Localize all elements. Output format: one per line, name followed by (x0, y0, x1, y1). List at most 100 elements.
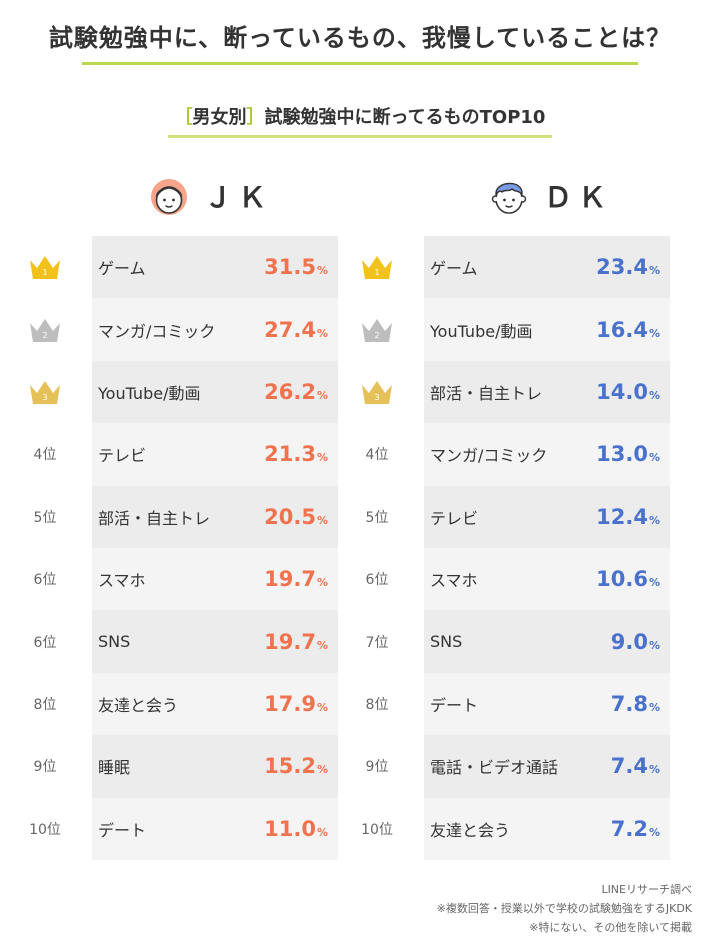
value-number: 13.0 (596, 442, 648, 467)
category-label: マンガ/コミック (430, 446, 548, 466)
value-number: 11.0 (264, 816, 316, 841)
value-label: 16.4% (596, 298, 660, 360)
value-label: 15.2% (264, 735, 328, 797)
value-unit: % (648, 264, 660, 278)
value-unit: % (648, 326, 660, 340)
ranking-row: 10位 デート 11.0% (0, 797, 340, 860)
footnotes: LINEリサーチ調べ ※複数回答・授業以外で学校の試験勉強をするJKDK ※特に… (437, 880, 692, 937)
row-background (92, 360, 338, 424)
rank-label: 9位 (365, 759, 389, 776)
row-background (424, 548, 670, 611)
rank-cell: 5位 (332, 486, 422, 548)
value-unit: % (648, 763, 660, 777)
rank-cell: 9位 (0, 735, 90, 797)
category-label: SNS (98, 632, 131, 652)
rank-label: 6位 (33, 572, 57, 589)
rank-cell: 7位 (332, 610, 422, 672)
ranking-row: 4位 マンガ/コミック 13.0% (332, 423, 672, 486)
rank-label: 8位 (33, 696, 57, 713)
ranking-row: 2 マンガ/コミック 27.4% (0, 298, 340, 361)
subtitle-underline (168, 135, 552, 138)
value-label: 10.6% (596, 548, 660, 610)
category-label: 睡眠 (98, 758, 131, 778)
jk-header: ＪＫ (148, 175, 272, 217)
value-label: 9.0% (611, 610, 660, 672)
rank-label: 9位 (33, 759, 57, 776)
svg-text:1: 1 (374, 268, 379, 277)
ranking-row: 5位 部活・自主トレ 20.5% (0, 485, 340, 548)
ranking-row: 3 YouTube/動画 26.2% (0, 360, 340, 424)
ranking-row: 5位 テレビ 12.4% (332, 485, 672, 548)
crown-icon: 1 (332, 236, 422, 298)
girl-face-icon (151, 179, 187, 215)
value-unit: % (648, 513, 660, 527)
category-label: ゲーム (98, 259, 146, 279)
ranking-row: 9位 睡眠 15.2% (0, 735, 340, 798)
value-unit: % (316, 825, 328, 839)
row-background (424, 236, 670, 299)
category-label: 部活・自主トレ (98, 508, 211, 528)
value-number: 19.7 (264, 629, 316, 654)
rank-cell: 8位 (332, 673, 422, 735)
rank-label: 5位 (33, 509, 57, 526)
category-label: マンガ/コミック (98, 321, 216, 341)
row-background (92, 672, 338, 736)
value-number: 7.2 (610, 816, 648, 841)
ranking-row: 8位 デート 7.8% (332, 672, 672, 736)
row-background (424, 360, 670, 424)
crown-icon: 1 (0, 236, 90, 298)
row-background (92, 610, 338, 673)
category-label: ゲーム (430, 259, 478, 279)
rank-cell: 9位 (332, 735, 422, 797)
row-background (424, 485, 670, 548)
rank-cell: 6位 (0, 610, 90, 672)
value-label: 14.0% (596, 361, 660, 423)
ranking-row: 6位 スマホ 19.7% (0, 548, 340, 611)
row-background (92, 423, 338, 486)
rank-label: 6位 (365, 572, 389, 589)
footnote-respondents: ※複数回答・授業以外で学校の試験勉強をするJKDK (436, 902, 692, 915)
rank-label: 4位 (33, 447, 57, 464)
value-unit: % (648, 388, 660, 402)
jk-title: ＪＫ (204, 181, 273, 214)
value-number: 20.5 (264, 504, 316, 529)
value-number: 26.2 (264, 379, 316, 404)
svg-text:1: 1 (42, 268, 47, 277)
subtitle-bracket-open: ［ (174, 107, 193, 128)
value-unit: % (316, 326, 328, 340)
svg-text:2: 2 (374, 331, 379, 340)
row-background (92, 485, 338, 548)
value-number: 15.2 (264, 754, 316, 779)
value-number: 7.8 (610, 691, 648, 716)
value-unit: % (316, 700, 328, 714)
value-number: 16.4 (596, 317, 648, 342)
category-label: YouTube/動画 (430, 321, 533, 341)
dk-header: ＤＫ (488, 175, 612, 217)
ranking-row: 1 ゲーム 31.5% (0, 236, 340, 299)
value-label: 26.2% (264, 361, 328, 423)
value-label: 19.7% (264, 548, 328, 610)
row-background (424, 672, 670, 736)
subtitle-bracket-close: ］ (246, 107, 265, 128)
row-background (424, 797, 670, 860)
value-number: 14.0 (596, 379, 648, 404)
value-label: 19.7% (264, 610, 328, 672)
rank-label: 4位 (365, 447, 389, 464)
value-number: 12.4 (596, 504, 648, 529)
ranking-row: 6位 スマホ 10.6% (332, 548, 672, 611)
ranking-row: 8位 友達と会う 17.9% (0, 672, 340, 736)
footnote-exclusion: ※特にない、その他を除いて掲載 (529, 921, 692, 934)
value-unit: % (316, 763, 328, 777)
rank-cell: 4位 (332, 423, 422, 485)
value-label: 7.4% (611, 735, 660, 797)
rank-cell: 5位 (0, 486, 90, 548)
svg-text:2: 2 (42, 331, 47, 340)
category-label: SNS (430, 632, 463, 652)
value-number: 21.3 (264, 442, 316, 467)
value-unit: % (316, 513, 328, 527)
row-background (424, 423, 670, 486)
ranking-row: 4位 テレビ 21.3% (0, 423, 340, 486)
crown-icon: 2 (332, 298, 422, 360)
subtitle-container: ［男女別］試験勉強中に断ってるものTOP10 (0, 103, 720, 135)
value-number: 7.4 (610, 754, 648, 779)
